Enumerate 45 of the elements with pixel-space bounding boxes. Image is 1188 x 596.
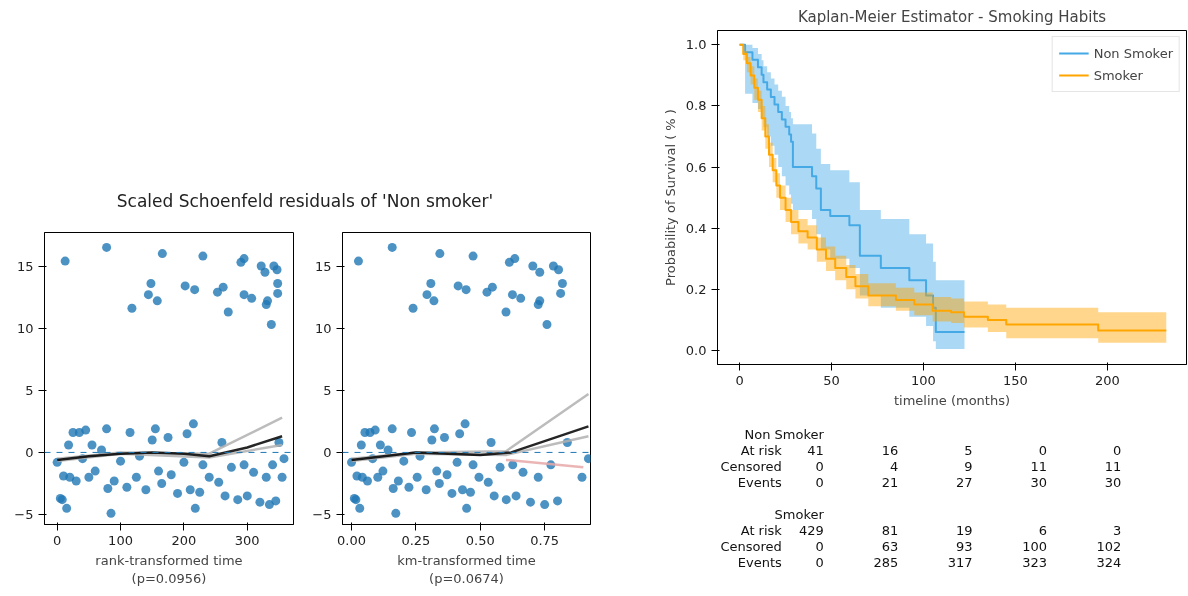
y-tick-label: −5 [14, 507, 34, 523]
y-tick-label: 15 [314, 258, 332, 274]
x-tick-label: 0.75 [530, 532, 560, 548]
y-tick-label: 5 [25, 382, 34, 398]
legend-label: Non Smoker [1093, 45, 1173, 61]
y-tick-label: 0 [25, 444, 34, 460]
y-tick-label: 0.0 [685, 342, 707, 358]
y-axis-title: Probability of Survival ( % ) [662, 109, 678, 286]
x-tick-label: 200 [1095, 372, 1120, 388]
y-tick-label: 10 [314, 320, 332, 336]
legend-label: Smoker [1093, 67, 1143, 83]
text: Censored 0 4 9 11 11 [720, 459, 1122, 474]
x-tick-label: 300 [234, 532, 260, 548]
x-axis-title: km-transformed time (p=0.0674) [397, 552, 536, 586]
chart-title: Kaplan-Meier Estimator - Smoking Habits [797, 7, 1107, 26]
x-tick-label: 100 [911, 372, 936, 388]
x-axis-title: timeline (months) [893, 392, 1011, 408]
text: Events 0 285 317 323 324 [737, 555, 1122, 570]
y-tick-label: 15 [16, 258, 34, 274]
y-tick-label: 0.8 [685, 98, 707, 114]
x-tick-label: 0.00 [337, 532, 366, 548]
x-axis-title: rank-transformed time (p=0.0956) [95, 552, 243, 586]
x-tick-label: 0 [53, 532, 62, 548]
text: At risk 41 16 5 0 0 [740, 443, 1122, 458]
x-tick-label: 200 [171, 532, 197, 548]
text: Censored 0 63 93 100 102 [720, 539, 1122, 554]
y-tick-label: 0.6 [685, 159, 707, 175]
y-tick-label: 1.0 [685, 37, 707, 53]
y-tick-label: 10 [16, 320, 34, 336]
y-tick-label: 0.4 [685, 220, 707, 236]
y-tick-label: −5 [312, 507, 332, 523]
text: Events 0 21 27 30 30 [737, 475, 1122, 490]
x-tick-label: 0.25 [401, 532, 431, 548]
y-tick-label: 5 [323, 382, 332, 398]
x-tick-label: 100 [108, 532, 133, 548]
chart-title: Scaled Schoenfeld residuals of 'Non smoker' [116, 190, 494, 213]
x-tick-label: 0 [735, 372, 744, 388]
x-tick-label: 50 [823, 372, 840, 388]
text: Smoker [774, 507, 825, 522]
text: At risk 429 81 19 6 3 [740, 523, 1122, 538]
x-tick-label: 150 [1003, 372, 1028, 388]
y-tick-label: 0.2 [685, 281, 707, 297]
text: Non Smoker [744, 427, 825, 442]
y-tick-label: 0 [323, 444, 332, 460]
x-tick-label: 0.50 [465, 532, 495, 548]
